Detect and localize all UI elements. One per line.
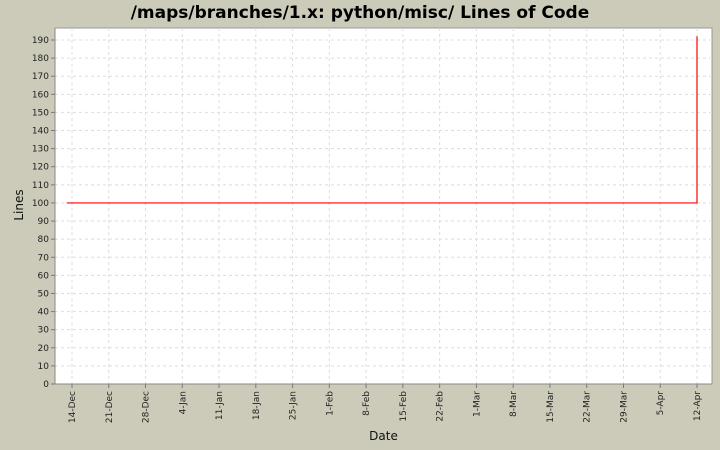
y-tick-label: 50 <box>38 289 50 299</box>
y-tick-label: 180 <box>32 54 49 64</box>
y-tick-label: 70 <box>38 253 50 263</box>
y-tick-label: 100 <box>32 199 49 209</box>
x-tick-label: 28-Dec <box>142 391 152 423</box>
x-tick-label: 15-Feb <box>399 391 409 422</box>
x-tick-label: 5-Apr <box>656 391 666 416</box>
y-axis-label: Lines <box>12 189 26 220</box>
y-tick-label: 170 <box>32 72 49 82</box>
y-tick-label: 40 <box>38 308 50 318</box>
series-line <box>66 36 698 204</box>
x-tick-label: 1-Feb <box>325 391 335 416</box>
x-tick-label: 14-Dec <box>68 391 78 423</box>
x-tick-label: 1-Mar <box>472 391 482 417</box>
y-tick-label: 0 <box>43 380 49 390</box>
x-tick-label: 12-Apr <box>693 391 703 421</box>
x-axis-label: Date <box>369 429 398 443</box>
y-tick-label: 10 <box>38 362 50 372</box>
x-tick-label: 29-Mar <box>619 391 629 423</box>
y-tick-label: 190 <box>32 36 49 46</box>
y-tick-label: 130 <box>32 145 49 155</box>
x-tick-label: 8-Feb <box>362 391 372 416</box>
y-tick-label: 140 <box>32 127 49 137</box>
x-tick-label: 18-Jan <box>252 391 262 420</box>
x-tick-label: 25-Jan <box>289 391 299 420</box>
y-tick-label: 30 <box>38 326 50 336</box>
y-tick-label: 160 <box>32 90 49 100</box>
x-tick-label: 22-Mar <box>583 391 593 423</box>
y-tick-label: 110 <box>32 181 49 191</box>
chart-title: /maps/branches/1.x: python/misc/ Lines o… <box>130 3 590 23</box>
plot-area <box>54 27 713 385</box>
x-tick-label: 8-Mar <box>509 391 519 417</box>
y-tick-label: 120 <box>32 163 49 173</box>
x-tick-label: 4-Jan <box>178 391 188 414</box>
x-tick-label: 11-Jan <box>215 391 225 420</box>
y-tick-label: 20 <box>38 344 50 354</box>
y-tick-label: 60 <box>38 271 50 281</box>
y-tick-label: 80 <box>38 235 50 245</box>
x-tick-label: 21-Dec <box>105 391 115 423</box>
x-tick-label: 15-Mar <box>546 391 556 423</box>
y-tick-label: 90 <box>38 217 50 227</box>
x-tick-label: 22-Feb <box>436 391 446 422</box>
y-tick-label: 150 <box>32 108 49 118</box>
